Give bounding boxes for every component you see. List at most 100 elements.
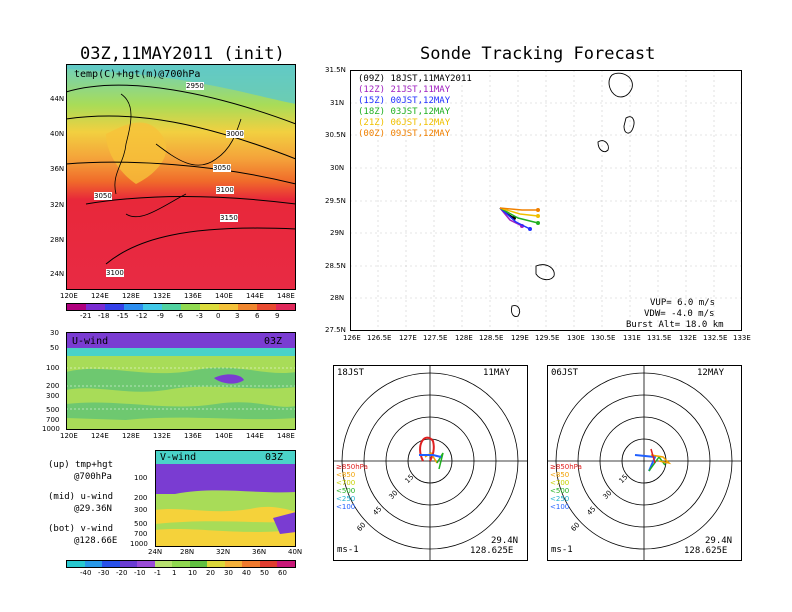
contour-label: 3050 (213, 164, 231, 172)
track-legend-4: (21Z) 06JST,12MAY (358, 118, 451, 128)
pressure-label: 100 (134, 474, 148, 482)
lon-label: 140E (215, 292, 233, 300)
hodo-850-trace (650, 448, 656, 464)
note-mid-level: @29.36N (74, 504, 112, 514)
hodo-right-unit: ms-1 (551, 545, 573, 555)
lat-label: 32N (50, 201, 65, 209)
island-outline (535, 264, 555, 281)
level-label: <500 (550, 487, 570, 495)
lon-label: 128E (455, 334, 473, 342)
wind-colorbar-label: 60 (278, 569, 287, 577)
height-contour (65, 161, 297, 185)
lon-label: 132.5E (703, 334, 728, 342)
lat-label: 24N (50, 270, 65, 278)
temperature-colorbar (66, 303, 296, 311)
contour-label: 3050 (94, 192, 112, 200)
lat-label: 40N (50, 130, 65, 138)
colorbar-label: -18 (98, 312, 110, 320)
level-label: <100 (336, 503, 356, 511)
contour-label: 3150 (220, 214, 238, 222)
lon-label: 120E (60, 292, 78, 300)
colorbar-label: 3 (235, 312, 240, 320)
lon-label: 140E (215, 432, 233, 440)
lat-label: 31N (330, 99, 345, 107)
lat-label: 40N (288, 548, 303, 556)
island-outline (608, 72, 633, 98)
lat-label: 32N (216, 548, 231, 556)
lon-label: 128.5E (479, 334, 504, 342)
colorbar-label: 6 (255, 312, 260, 320)
hodo-right-lat: 29.4N (705, 536, 733, 546)
right-title: Sonde Tracking Forecast (420, 44, 656, 64)
vdw-text: VDW= -4.0 m/s (644, 309, 715, 319)
wind-colorbar-label: -20 (116, 569, 128, 577)
level-label: <100 (550, 503, 570, 511)
wind-colorbar (66, 560, 296, 568)
track-15z (499, 207, 531, 230)
lon-label: 129E (511, 334, 529, 342)
lon-label: 131E (623, 334, 641, 342)
colorbar-label: -15 (117, 312, 129, 320)
colorbar-label: 9 (275, 312, 280, 320)
v-wind-label: V-wind (160, 452, 197, 463)
hodo-250-trace (419, 454, 442, 458)
island-outline (511, 305, 521, 317)
v-wind-time: 03Z (265, 452, 284, 463)
pressure-label: 300 (46, 392, 60, 400)
map-svg (65, 64, 297, 290)
contour-label: 3100 (216, 186, 234, 194)
hodo-500-trace (436, 452, 444, 470)
wind-band (66, 367, 296, 392)
lat-label: 28N (180, 548, 195, 556)
cold-region (66, 64, 296, 104)
track-legend-1: (12Z) 21JST,11MAY (358, 85, 451, 95)
track-map: (09Z) 18JST,11MAY2011 (12Z) 21JST,11MAY … (350, 70, 742, 331)
hodo-left-lon: 128.625E (470, 546, 514, 556)
note-up-level: @700hPa (74, 472, 112, 482)
pressure-label: 200 (134, 494, 148, 502)
u-wind-time: 03Z (264, 336, 283, 347)
lon-label: 144E (246, 432, 264, 440)
colorbar-label: -12 (136, 312, 148, 320)
lon-label: 120E (60, 432, 78, 440)
hodo-left-unit: ms-1 (337, 545, 359, 555)
hodo-left-time: 18JST (337, 368, 365, 378)
wind-colorbar-label: 20 (206, 569, 215, 577)
lat-label: 36N (252, 548, 267, 556)
warm-patch (106, 122, 167, 184)
island-outline (597, 140, 609, 153)
lon-label: 148E (277, 432, 295, 440)
pressure-label: 700 (134, 530, 148, 538)
island-outline (623, 116, 635, 134)
level-label: <850 (550, 471, 570, 479)
lon-label: 132E (153, 292, 171, 300)
v-wind-band (155, 529, 296, 547)
lon-label: 130.5E (591, 334, 616, 342)
lon-label: 132E (153, 432, 171, 440)
pressure-label: 50 (50, 344, 59, 352)
height-contour (105, 227, 297, 265)
lat-label: 28N (330, 294, 345, 302)
v-wind-core (273, 512, 296, 534)
lat-label: 31.5N (325, 66, 346, 74)
pressure-label: 100 (46, 364, 60, 372)
left-title: 03Z,11MAY2011 (init) (80, 44, 285, 64)
wind-band (66, 402, 296, 420)
track-legend-0: (09Z) 18JST,11MAY2011 (358, 74, 472, 84)
lon-label: 128E (122, 432, 140, 440)
colorbar-label: -3 (196, 312, 203, 320)
lon-label: 130E (567, 334, 585, 342)
wind-colorbar-label: 50 (260, 569, 269, 577)
lat-label: 24N (148, 548, 163, 556)
level-label: <250 (550, 495, 570, 503)
pressure-label: 500 (46, 406, 60, 414)
level-label: <700 (336, 479, 356, 487)
jet-core (214, 374, 244, 384)
hodo-right-time: 06JST (551, 368, 579, 378)
lon-label: 124E (91, 292, 109, 300)
lon-label: 148E (277, 292, 295, 300)
track-21z (499, 207, 539, 217)
track-legend-3: (18Z) 03JST,12MAY (358, 107, 451, 117)
map-label: temp(C)+hgt(m)@700hPa (74, 69, 201, 80)
lon-label: 128E (122, 292, 140, 300)
